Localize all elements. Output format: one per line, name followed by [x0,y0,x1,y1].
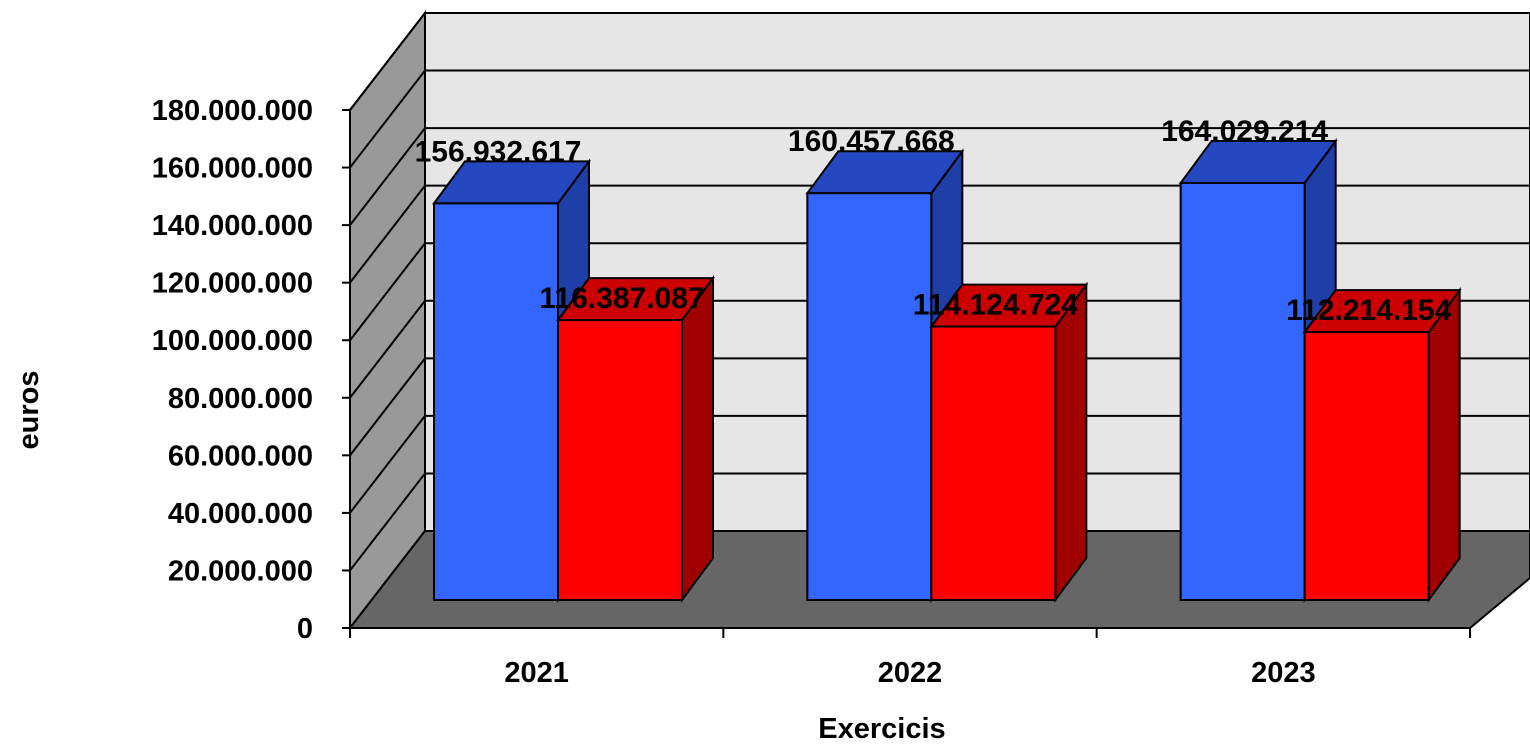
y-tick-label: 80.000.000 [168,383,313,415]
bar-front [806,192,933,601]
bar-front [557,319,683,601]
y-tick-label: 120.000.000 [152,268,313,300]
y-axis-tick-labels: 0 20.000.000 40.000.000 60.000.000 80.000.00… [152,95,350,645]
bar-front [930,325,1057,601]
bar-side [1054,281,1088,604]
y-tick-label: 60.000.000 [168,440,313,472]
bar-side [681,275,714,604]
data-label: 156.932.617 [415,135,582,168]
data-label: 112.214.154 [1286,294,1451,327]
y-tick-label: 100.000.000 [152,325,313,357]
y-tick-label: 20.000.000 [168,555,313,587]
x-axis-title: Exercicis [818,713,945,745]
x-tick-label: 2021 [504,657,569,689]
data-label: 114.124.724 [913,289,1078,322]
y-tick-label: 0 [297,613,313,645]
bar [432,158,591,604]
data-label: 116.387.087 [539,282,704,315]
y-tick-label: 180.000.000 [152,95,313,127]
gridline [349,69,1530,169]
y-tick-label: 40.000.000 [168,498,313,530]
data-labels: 156.932.617 116.387.087 160.457.668 114.124… [415,115,1452,327]
bar-front [1303,331,1430,601]
gridline [349,242,1530,341]
x-tick-label: 2022 [878,657,943,689]
chart-side-wall [349,10,426,631]
y-tick-label: 160.000.000 [152,153,313,185]
bar [929,281,1089,604]
x-axis [349,627,1471,638]
gridline [349,357,1530,456]
x-axis-category-labels: 2021 2022 2023 [504,657,1315,689]
gridline [349,414,1530,514]
gridline [349,12,1530,111]
x-tick-label: 2023 [1251,657,1316,689]
gridline [349,472,1530,572]
data-label: 160.457.668 [788,125,955,158]
bar-side [1427,287,1461,604]
y-tick-label: 140.000.000 [152,210,313,242]
gridline [349,184,1530,284]
bar [1302,287,1462,604]
bar [556,275,715,604]
bar-front [1179,181,1306,601]
data-label: 164.029.214 [1161,115,1328,148]
bars [432,137,1462,604]
y-axis-title: euros [13,371,45,450]
gridline [349,127,1530,226]
gridline [349,299,1530,399]
bar-front [433,202,559,601]
